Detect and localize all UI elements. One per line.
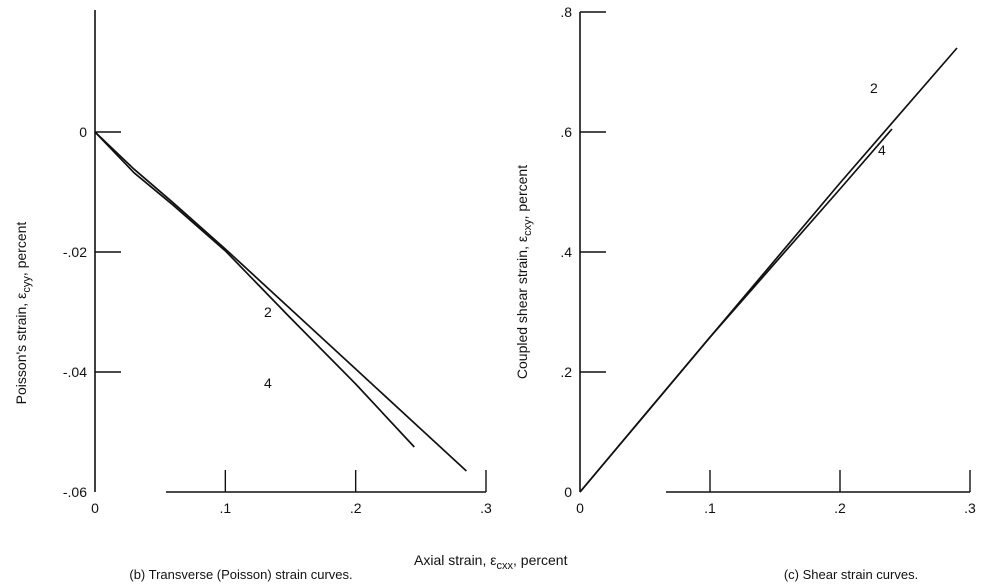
y-tick-label: 0 — [564, 484, 572, 500]
y-tick-label: 0 — [79, 124, 87, 140]
x-tick-label: 0 — [91, 500, 99, 516]
series-line-2 — [94, 131, 467, 472]
y-axis-label: Poisson's strain, εcyy, percent — [13, 222, 33, 405]
y-tick-label: .6 — [560, 124, 572, 140]
x-tick-label: .3 — [480, 500, 492, 516]
shear-strain-chart: 0 .2 .4 .6 .8 0 .1 .2 .3 2 4 Coupled shear strain, … — [514, 4, 976, 582]
y-tick-label: .8 — [560, 4, 572, 20]
y-axis-label: Coupled shear strain, εcxy, percent — [514, 165, 534, 379]
chart-caption: (c) Shear strain curves. — [784, 567, 918, 582]
shared-x-axis-label: Axial strain, εcxx, percent — [414, 552, 568, 572]
series-label-2: 2 — [870, 80, 878, 96]
y-tick-label: .4 — [560, 244, 572, 260]
series-line-4 — [579, 128, 893, 493]
chart-caption: (b) Transverse (Poisson) strain curves. — [129, 567, 352, 582]
series-label-4: 4 — [264, 375, 272, 391]
series-label-4: 4 — [878, 142, 886, 158]
series-line-4 — [94, 131, 415, 448]
y-tick-label: -.02 — [63, 244, 87, 260]
x-tick-label: 0 — [576, 500, 584, 516]
x-tick-label: .1 — [704, 500, 716, 516]
y-tick-label: -.04 — [63, 364, 87, 380]
y-tick-label: -.06 — [63, 484, 87, 500]
x-tick-label: .3 — [964, 500, 976, 516]
x-tick-label: .1 — [219, 500, 231, 516]
x-tick-label: .2 — [834, 500, 846, 516]
series-label-2: 2 — [264, 304, 272, 320]
y-tick-label: .2 — [560, 364, 572, 380]
x-tick-label: .2 — [350, 500, 362, 516]
